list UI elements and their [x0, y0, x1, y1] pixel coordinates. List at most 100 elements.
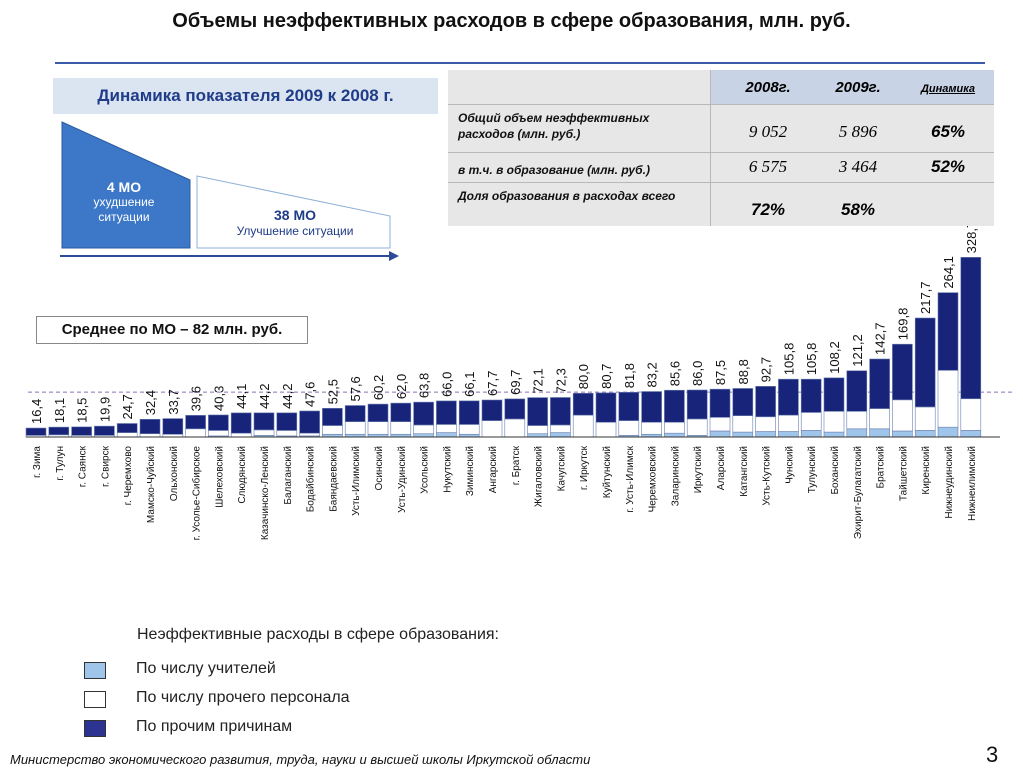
- data-label: 81,8: [622, 363, 637, 388]
- category-label: Тулунский: [807, 446, 818, 493]
- table-row-label: Общий объем неэффективных расходов (млн.…: [458, 111, 650, 141]
- bar-segment: [504, 418, 526, 438]
- data-label: 24,7: [120, 394, 135, 419]
- table-row-label: Доля образования в расходах всего: [458, 189, 676, 203]
- data-label: 19,9: [97, 397, 112, 422]
- data-label: 87,5: [713, 360, 728, 385]
- title-rule: [55, 62, 985, 64]
- bar-segment: [732, 415, 754, 433]
- category-label: г. Свирск: [100, 445, 111, 487]
- bar-segment: [800, 430, 822, 438]
- bar-segment: [481, 399, 503, 421]
- data-label: 40,3: [211, 386, 226, 411]
- bar-segment: [162, 418, 184, 435]
- bar-segment: [892, 343, 913, 401]
- bar-segment: [755, 431, 776, 438]
- bar-segment: [641, 391, 662, 423]
- data-label: 47,6: [303, 382, 318, 407]
- slide-title: Объемы неэффективных расходов в сфере об…: [172, 10, 851, 32]
- direction-arrow-head: [389, 251, 399, 261]
- category-label: Усть-Кутский: [762, 446, 773, 506]
- dynamics-shapes: [60, 121, 399, 261]
- table-cell-2008: 6 575: [748, 157, 788, 176]
- data-label: 62,0: [394, 374, 409, 399]
- bar-segment: [823, 431, 845, 438]
- category-label: Нижнеилимский: [967, 446, 978, 521]
- data-label: 33,7: [166, 389, 181, 414]
- data-label: 16,4: [29, 399, 44, 424]
- bar-segment: [253, 412, 275, 431]
- bar-segment: [139, 418, 161, 435]
- category-label: Усть-Удинский: [397, 446, 408, 513]
- bar-segment: [367, 403, 389, 422]
- better-trapezoid: [196, 175, 391, 249]
- bar-segment: [527, 397, 548, 426]
- category-label: Жигаловский: [534, 446, 545, 507]
- bar-segment: [322, 425, 343, 435]
- data-label: 57,6: [348, 376, 363, 401]
- bar-segment: [869, 428, 890, 438]
- data-label: 44,2: [257, 384, 272, 409]
- bar-segment: [778, 414, 799, 432]
- legend-swatch: [84, 662, 106, 679]
- data-label: 32,4: [143, 390, 158, 415]
- category-label: Братский: [876, 446, 887, 488]
- bar-segment: [208, 430, 229, 437]
- legend-title: Неэффективные расходы в сфере образовани…: [137, 626, 499, 643]
- table-cell-dynamics: 65%: [930, 122, 966, 141]
- bar-segment: [800, 378, 822, 413]
- bar-segment: [869, 358, 890, 409]
- bar-segment: [550, 424, 571, 433]
- bar-segment: [436, 400, 457, 425]
- bar-segment: [25, 427, 47, 436]
- data-label: 60,2: [371, 375, 386, 400]
- bar-segment: [230, 432, 252, 438]
- bar-segment: [344, 405, 366, 422]
- bar-segment: [618, 391, 640, 421]
- data-label: 88,8: [736, 359, 751, 384]
- bar-segment: [595, 421, 617, 438]
- bar-segment: [116, 432, 138, 438]
- bar-segment: [960, 430, 982, 438]
- better-count: 38 МО: [273, 207, 316, 223]
- page-number: 3: [986, 742, 999, 767]
- category-label: г. Усть-Илимск: [625, 445, 636, 512]
- table-cell-2009: 5 896: [838, 122, 878, 141]
- bar-segment: [116, 423, 138, 433]
- bar-segment: [572, 392, 594, 416]
- bar-segment: [276, 412, 298, 431]
- data-label: 92,7: [759, 357, 774, 382]
- category-label: Иркутский: [693, 446, 704, 493]
- bar-segment: [892, 399, 913, 432]
- bar-segment: [322, 408, 343, 426]
- data-label: 264,1: [941, 256, 956, 289]
- bar-segment: [481, 420, 503, 438]
- bar-segment: [937, 292, 959, 371]
- category-label: Боханский: [830, 446, 841, 495]
- category-label: г. Иркутск: [579, 445, 590, 490]
- bar-segment: [276, 430, 298, 437]
- bar-segment: [94, 425, 115, 436]
- bar-segment: [436, 432, 457, 438]
- bar-segment: [960, 257, 982, 400]
- category-label: Мамско-Чуйский: [146, 446, 157, 523]
- data-label: 86,0: [690, 361, 705, 386]
- bar-segment: [709, 388, 731, 418]
- category-label: Шелеховский: [214, 446, 225, 508]
- bar-segment: [664, 421, 685, 434]
- worse-label: 4 МО ухудшение ситуации: [64, 180, 184, 225]
- category-label: Катангский: [739, 446, 750, 497]
- summary-table: 2008г. 2009г. Динамика Общий объем неэфф…: [448, 70, 994, 226]
- category-label: Усольский: [420, 446, 431, 494]
- category-label: г. Усолье-Сибирское: [191, 446, 203, 541]
- bar-segment: [367, 421, 389, 435]
- table-header-row: [710, 70, 994, 104]
- category-label: г. Братск: [511, 445, 522, 485]
- data-label: 67,7: [485, 371, 500, 396]
- bar-segment: [185, 428, 206, 438]
- data-label: 44,2: [280, 384, 295, 409]
- category-label: Тайшетский: [898, 446, 909, 501]
- bar-segment: [778, 378, 799, 416]
- category-label: Баяндаевский: [328, 446, 339, 512]
